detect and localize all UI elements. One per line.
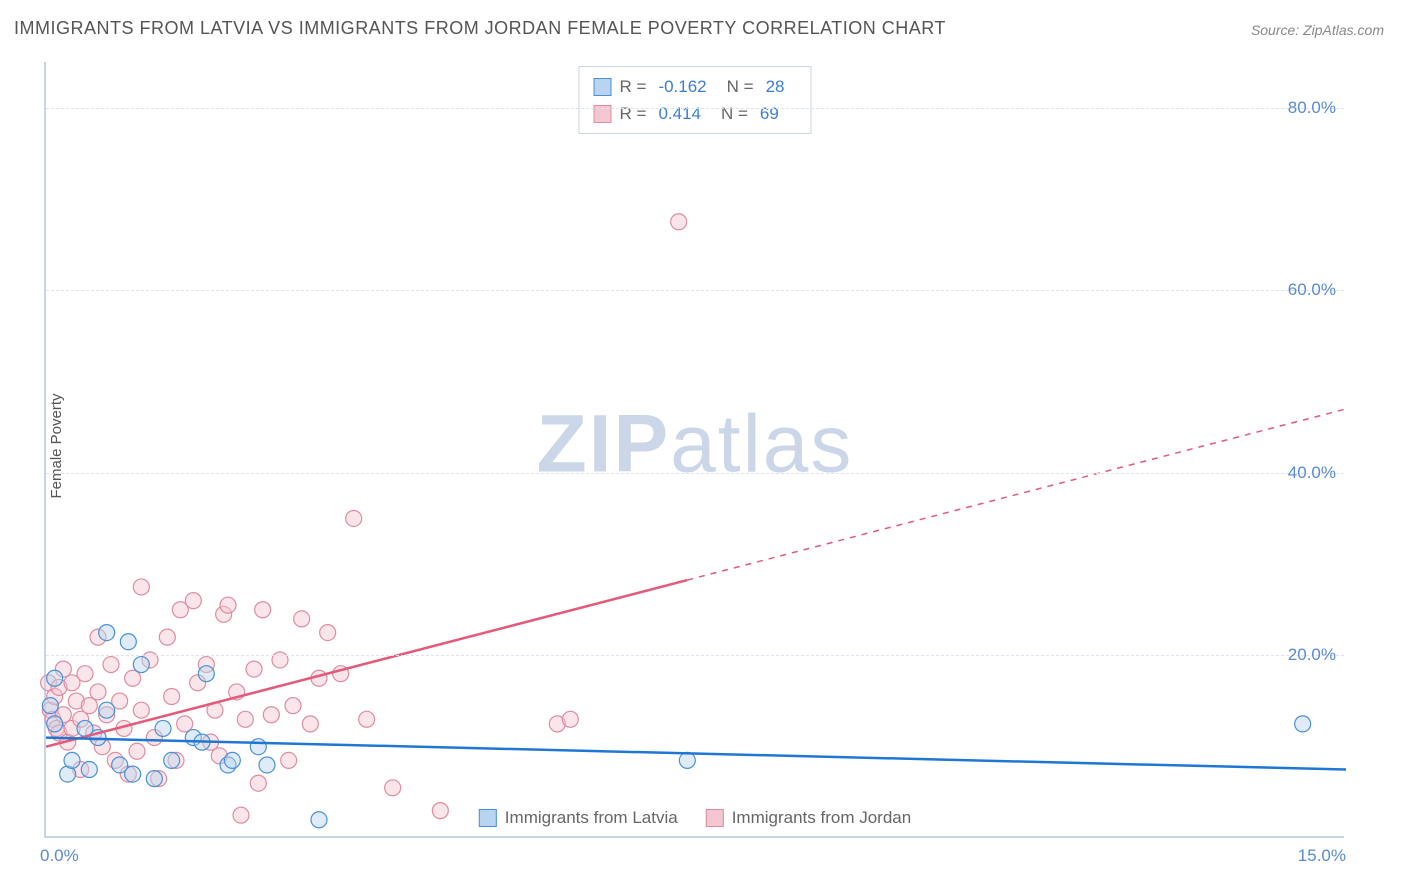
trendline-series2-dashed bbox=[687, 409, 1346, 580]
r-label-2: R = bbox=[620, 100, 647, 127]
point-series2 bbox=[133, 579, 149, 595]
point-series2 bbox=[346, 510, 362, 526]
n-value-2: 69 bbox=[760, 100, 779, 127]
point-series2 bbox=[320, 625, 336, 641]
point-series2 bbox=[159, 629, 175, 645]
point-series2 bbox=[125, 670, 141, 686]
chart-svg bbox=[46, 62, 1344, 836]
point-series1 bbox=[259, 757, 275, 773]
point-series1 bbox=[64, 752, 80, 768]
point-series2 bbox=[237, 711, 253, 727]
point-series1 bbox=[146, 771, 162, 787]
point-series2 bbox=[90, 684, 106, 700]
point-series1 bbox=[125, 766, 141, 782]
stat-row-series2: R = 0.414 N = 69 bbox=[594, 100, 797, 127]
swatch-series1-icon bbox=[594, 78, 612, 96]
stat-row-series1: R = -0.162 N = 28 bbox=[594, 73, 797, 100]
n-label-1: N = bbox=[727, 73, 754, 100]
legend-item-series1: Immigrants from Latvia bbox=[479, 808, 678, 828]
legend-swatch-series2-icon bbox=[706, 809, 724, 827]
point-series1 bbox=[99, 625, 115, 641]
point-series1 bbox=[42, 698, 58, 714]
legend-label-series1: Immigrants from Latvia bbox=[505, 808, 678, 828]
source-label: Source: ZipAtlas.com bbox=[1251, 22, 1384, 38]
n-label-2: N = bbox=[721, 100, 748, 127]
point-series2 bbox=[81, 698, 97, 714]
point-series1 bbox=[679, 752, 695, 768]
y-tick-label: 80.0% bbox=[1288, 98, 1336, 118]
point-series2 bbox=[281, 752, 297, 768]
gridline bbox=[46, 655, 1344, 656]
chart-title: IMMIGRANTS FROM LATVIA VS IMMIGRANTS FRO… bbox=[14, 18, 946, 39]
legend-item-series2: Immigrants from Jordan bbox=[706, 808, 912, 828]
point-series2 bbox=[129, 743, 145, 759]
point-series2 bbox=[220, 597, 236, 613]
point-series2 bbox=[285, 698, 301, 714]
point-series1 bbox=[311, 812, 327, 828]
gridline bbox=[46, 290, 1344, 291]
y-tick-label: 40.0% bbox=[1288, 463, 1336, 483]
point-series1 bbox=[133, 657, 149, 673]
point-series2 bbox=[77, 666, 93, 682]
point-series1 bbox=[81, 762, 97, 778]
point-series2 bbox=[294, 611, 310, 627]
point-series2 bbox=[432, 803, 448, 819]
r-value-1: -0.162 bbox=[658, 73, 706, 100]
point-series2 bbox=[233, 807, 249, 823]
y-tick-label: 60.0% bbox=[1288, 280, 1336, 300]
gridline bbox=[46, 108, 1344, 109]
point-series2 bbox=[263, 707, 279, 723]
point-series1 bbox=[1295, 716, 1311, 732]
point-series2 bbox=[133, 702, 149, 718]
trendline-series1 bbox=[46, 738, 1346, 770]
n-value-1: 28 bbox=[766, 73, 785, 100]
point-series2 bbox=[385, 780, 401, 796]
point-series2 bbox=[359, 711, 375, 727]
bottom-legend: Immigrants from Latvia Immigrants from J… bbox=[469, 806, 921, 830]
point-series2 bbox=[671, 214, 687, 230]
point-series2 bbox=[272, 652, 288, 668]
point-series1 bbox=[99, 702, 115, 718]
point-series1 bbox=[250, 739, 266, 755]
point-series1 bbox=[47, 716, 63, 732]
point-series2 bbox=[246, 661, 262, 677]
point-series2 bbox=[185, 593, 201, 609]
point-series2 bbox=[164, 688, 180, 704]
point-series2 bbox=[103, 657, 119, 673]
legend-label-series2: Immigrants from Jordan bbox=[732, 808, 912, 828]
x-tick-label: 15.0% bbox=[1298, 846, 1346, 866]
correlation-stats-box: R = -0.162 N = 28 R = 0.414 N = 69 bbox=[579, 66, 812, 134]
point-series1 bbox=[164, 752, 180, 768]
y-tick-label: 20.0% bbox=[1288, 645, 1336, 665]
r-label-1: R = bbox=[620, 73, 647, 100]
point-series1 bbox=[120, 634, 136, 650]
point-series2 bbox=[250, 775, 266, 791]
legend-swatch-series1-icon bbox=[479, 809, 497, 827]
plot-area: ZIPatlas R = -0.162 N = 28 R = 0.414 N =… bbox=[44, 62, 1344, 838]
point-series2 bbox=[562, 711, 578, 727]
gridline bbox=[46, 473, 1344, 474]
point-series2 bbox=[302, 716, 318, 732]
point-series2 bbox=[177, 716, 193, 732]
point-series1 bbox=[224, 752, 240, 768]
point-series1 bbox=[155, 720, 171, 736]
x-tick-label: 0.0% bbox=[40, 846, 79, 866]
r-value-2: 0.414 bbox=[658, 100, 701, 127]
point-series1 bbox=[47, 670, 63, 686]
point-series1 bbox=[198, 666, 214, 682]
point-series2 bbox=[255, 602, 271, 618]
